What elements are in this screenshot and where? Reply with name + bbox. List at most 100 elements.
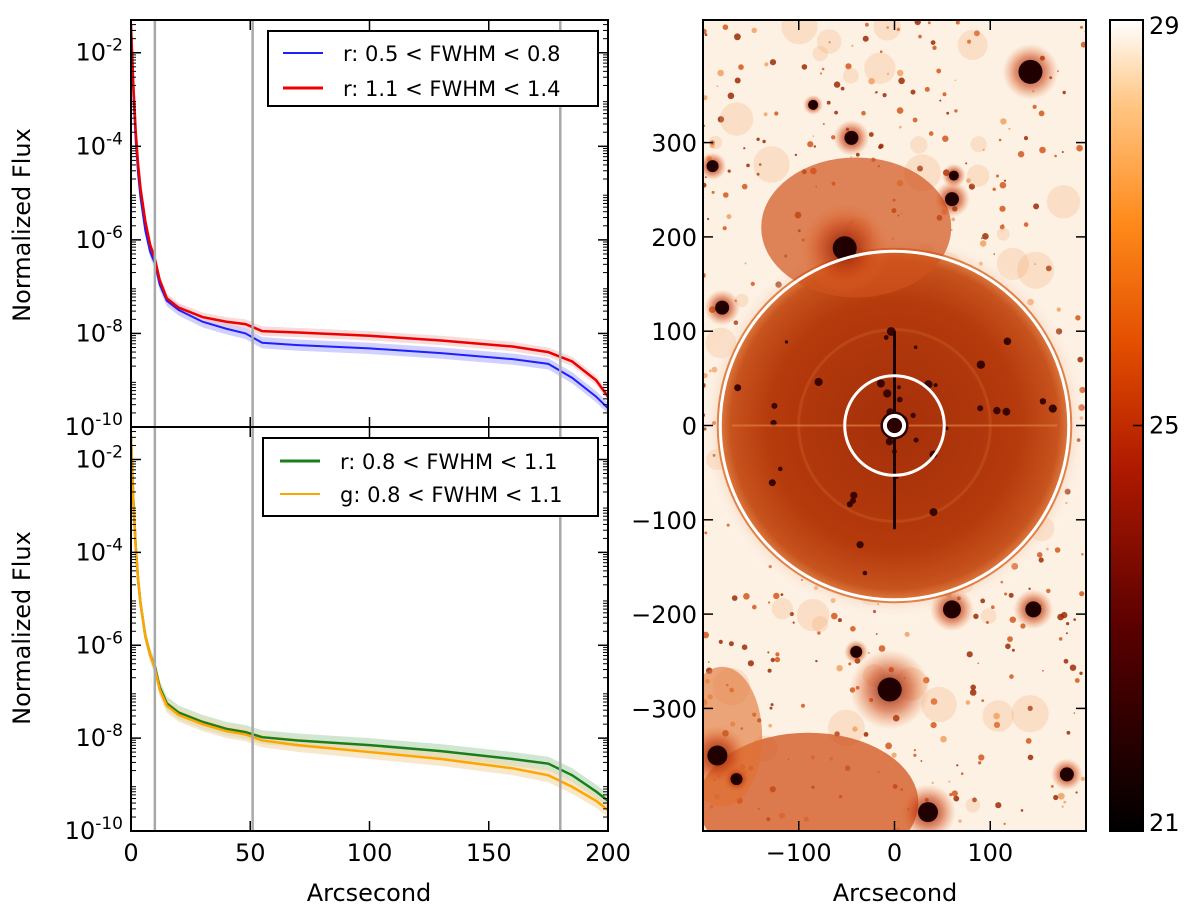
faint-source [867, 651, 870, 655]
faint-source [1058, 637, 1063, 641]
faint-source [769, 706, 773, 710]
faint-source [703, 95, 708, 101]
image-xlabel: Arcsecond [833, 879, 958, 907]
faint-source [931, 781, 934, 785]
faint-source [807, 141, 814, 148]
disc-star [885, 437, 894, 446]
faint-source [1005, 643, 1011, 650]
disc-star [814, 377, 823, 387]
faint-source [768, 601, 771, 604]
faint-source [1079, 671, 1083, 675]
faint-source [868, 77, 875, 85]
bright-source [850, 645, 863, 658]
faint-source [886, 72, 890, 75]
faint-source [831, 612, 838, 620]
bright-source [832, 236, 857, 261]
disc-star [897, 396, 903, 403]
aperture-circles [718, 249, 1071, 602]
faint-source [780, 593, 784, 596]
faint-source [704, 531, 708, 535]
faint-source [914, 20, 921, 26]
faint-source [1042, 669, 1044, 672]
faint-source [879, 50, 883, 53]
faint-source [969, 689, 977, 696]
faint-source [756, 137, 760, 141]
faint-source [722, 226, 727, 231]
faint-source [958, 819, 962, 823]
faint-source [718, 639, 723, 645]
faint-source [1020, 809, 1024, 812]
disc-star [734, 384, 742, 392]
disc-star [993, 406, 1001, 415]
faint-source [899, 125, 902, 129]
faint-source [1079, 591, 1085, 597]
colorbar-tick-label: 25 [1149, 412, 1180, 440]
faint-source [875, 91, 878, 94]
faint-source [1028, 587, 1031, 590]
diffuse-glow [910, 136, 928, 154]
legend-label-r-small-fwhm: r: 0.5 < FWHM < 0.8 [343, 42, 560, 66]
faint-source [711, 190, 715, 194]
bottom-ytick-label: 10-4 [76, 535, 124, 566]
bright-source [918, 802, 939, 823]
disc-star [771, 402, 778, 409]
faint-source [1073, 618, 1076, 621]
faint-source [1065, 632, 1068, 635]
faint-source [993, 253, 995, 255]
faint-source [743, 147, 746, 150]
faint-source [897, 69, 904, 77]
faint-source [927, 21, 931, 25]
diffuse-glow [796, 598, 830, 632]
faint-source [968, 183, 976, 190]
disc-star [850, 491, 858, 499]
faint-source [868, 132, 874, 137]
faint-source [1075, 791, 1078, 794]
faint-source [910, 89, 916, 95]
diffuse-glow [1017, 251, 1055, 289]
bottom-xtick-label: 200 [585, 839, 631, 867]
faint-source [773, 592, 780, 600]
faint-source [891, 752, 897, 758]
faint-source [1053, 794, 1059, 801]
faint-source [993, 721, 1001, 729]
faint-source [774, 111, 779, 116]
faint-source [862, 35, 869, 42]
faint-source [794, 153, 798, 157]
disc-star [856, 541, 864, 549]
faint-source [1046, 547, 1049, 551]
faint-source [717, 69, 724, 77]
faint-source [820, 72, 822, 75]
bright-source [707, 745, 728, 766]
disc-star [976, 360, 986, 369]
faint-source [1009, 674, 1014, 679]
faint-source [744, 262, 747, 265]
image-ytick-label: −300 [631, 695, 697, 723]
faint-source [840, 86, 845, 91]
faint-source [930, 40, 936, 45]
legend-label-r-mid-fwhm: r: 0.8 < FWHM < 1.1 [340, 450, 557, 474]
top-legend: r: 0.5 < FWHM < 0.8 r: 1.1 < FWHM < 1.4 [267, 30, 599, 107]
faint-source [850, 156, 853, 158]
disc-star [862, 570, 868, 576]
faint-source [770, 703, 774, 707]
diffuse-glow [970, 136, 987, 153]
disc-star [913, 345, 918, 350]
faint-source [918, 34, 922, 39]
bright-source [844, 130, 859, 145]
faint-source [1009, 616, 1016, 623]
faint-source [974, 30, 980, 37]
faint-source [728, 641, 734, 647]
faint-source [999, 181, 1007, 189]
faint-source [904, 631, 910, 637]
image-ytick-label: −100 [631, 507, 697, 535]
faint-source [1032, 104, 1037, 109]
image-ytick-label: −200 [631, 601, 697, 629]
faint-source [763, 112, 768, 117]
faint-source [1056, 307, 1061, 312]
faint-source [986, 621, 989, 624]
bottom-panel-frame [130, 426, 609, 832]
diffuse-glow [996, 227, 1010, 241]
faint-source [896, 107, 904, 114]
faint-source [967, 39, 972, 44]
faint-source [966, 651, 973, 658]
